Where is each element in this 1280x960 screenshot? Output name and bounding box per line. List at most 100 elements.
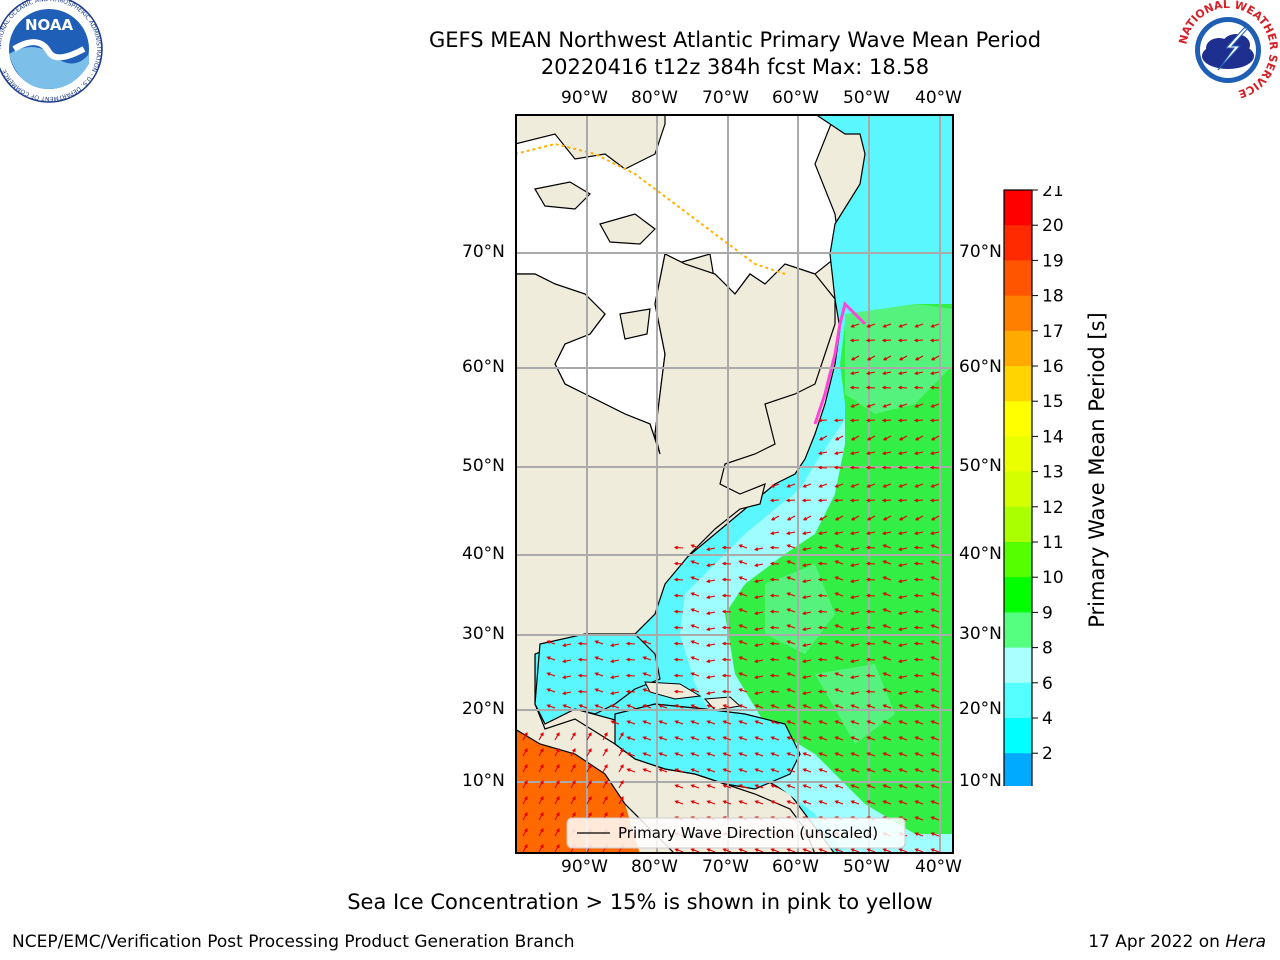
wave-arrow bbox=[817, 545, 828, 550]
wave-arrow bbox=[610, 675, 620, 680]
wave-arrow bbox=[834, 736, 844, 741]
wave-arrow bbox=[673, 561, 684, 566]
wave-arrow bbox=[786, 592, 796, 597]
wave-arrow bbox=[602, 780, 608, 789]
wave-arrow bbox=[722, 752, 732, 757]
wave-arrow bbox=[674, 720, 684, 725]
wave-arrow bbox=[769, 593, 780, 598]
lon-label-bottom: 40°W bbox=[915, 857, 962, 877]
wave-arrow bbox=[546, 704, 556, 709]
wave-arrow bbox=[769, 689, 780, 694]
wave-arrow bbox=[802, 531, 812, 536]
wave-arrow bbox=[930, 640, 940, 645]
wave-arrow bbox=[706, 659, 716, 664]
wave-arrow bbox=[930, 736, 940, 741]
wave-arrow bbox=[850, 579, 860, 584]
wave-arrow bbox=[930, 768, 940, 773]
wave-arrow bbox=[834, 704, 844, 709]
wave-arrow bbox=[929, 385, 940, 390]
wave-arrow bbox=[690, 736, 700, 741]
lat-label-right: 20°N bbox=[959, 699, 1002, 719]
lat-label-right: 40°N bbox=[959, 544, 1002, 564]
wave-arrow bbox=[602, 796, 608, 805]
colorbar-tick-label: 19 bbox=[1042, 251, 1064, 271]
wave-arrow bbox=[898, 435, 908, 441]
wave-arrow bbox=[594, 704, 604, 709]
wave-arrow bbox=[754, 848, 764, 853]
lat-label-left: 50°N bbox=[462, 456, 505, 476]
wave-arrow bbox=[834, 608, 844, 613]
wave-arrow bbox=[522, 796, 528, 805]
ocean-light-green-patch bbox=[765, 564, 835, 654]
wave-period-map: Primary Wave Direction (unscaled) bbox=[515, 114, 954, 854]
wave-arrow bbox=[554, 780, 560, 789]
lat-label-right: 10°N bbox=[959, 771, 1002, 791]
wave-arrow bbox=[865, 641, 876, 646]
footer-date: 17 Apr 2022 on Hera bbox=[1088, 932, 1266, 952]
colorbar-cell bbox=[1004, 577, 1032, 613]
sea-ice-edge bbox=[813, 301, 867, 425]
wave-arrow bbox=[914, 832, 924, 837]
wave-arrow bbox=[586, 732, 592, 741]
wave-arrow bbox=[898, 371, 908, 376]
wave-arrow bbox=[897, 418, 908, 423]
wave-arrow bbox=[586, 764, 592, 773]
wave-arrow bbox=[882, 592, 892, 597]
wave-arrow bbox=[913, 593, 924, 598]
arctic-island bbox=[619, 308, 651, 340]
wave-arrow bbox=[642, 688, 652, 693]
wave-arrow bbox=[754, 691, 764, 696]
wave-arrow bbox=[882, 800, 892, 805]
colorbar-cell bbox=[1004, 612, 1032, 649]
wave-arrow bbox=[618, 780, 624, 789]
wave-arrow bbox=[866, 784, 876, 789]
wave-arrow bbox=[721, 593, 732, 598]
wave-arrow bbox=[898, 659, 908, 664]
wave-arrow bbox=[706, 800, 716, 805]
lon-label-top: 40°W bbox=[915, 88, 962, 108]
colorbar-cell bbox=[1004, 471, 1032, 508]
wave-arrow bbox=[738, 608, 748, 613]
wave-arrow bbox=[929, 465, 940, 470]
wave-arrow bbox=[882, 515, 892, 521]
wave-arrow bbox=[930, 752, 940, 757]
wave-arrow bbox=[817, 465, 828, 470]
colorbar-tick-label: 4 bbox=[1042, 709, 1053, 729]
lon-label-bottom: 90°W bbox=[561, 857, 608, 877]
wave-arrow bbox=[898, 595, 908, 600]
wave-arrow bbox=[930, 592, 940, 597]
sea-ice-note: Sea Ice Concentration > 15% is shown in … bbox=[347, 890, 933, 914]
colorbar-tick-label: 18 bbox=[1042, 287, 1064, 307]
wave-arrow bbox=[802, 611, 812, 616]
wave-arrow bbox=[802, 659, 812, 664]
wave-arrow bbox=[929, 498, 940, 503]
colorbar-cell bbox=[1004, 542, 1032, 578]
wave-arrow bbox=[866, 848, 876, 853]
wave-arrow bbox=[881, 418, 892, 423]
wave-arrow bbox=[818, 752, 828, 757]
wave-arrow bbox=[690, 784, 700, 789]
wave-arrow bbox=[721, 625, 732, 630]
wave-arrow bbox=[850, 848, 860, 853]
wave-arrow bbox=[850, 643, 860, 648]
wave-arrow bbox=[914, 371, 924, 376]
wave-arrow bbox=[594, 672, 604, 677]
wave-arrow bbox=[786, 736, 796, 741]
wave-arrow bbox=[706, 627, 716, 632]
wave-arrow bbox=[802, 848, 812, 853]
wave-arrow bbox=[930, 435, 940, 441]
wave-arrow bbox=[554, 812, 560, 821]
wave-arrow bbox=[834, 624, 844, 629]
wave-arrow bbox=[849, 498, 860, 503]
colorbar-label: Primary Wave Mean Period [s] bbox=[1085, 312, 1109, 628]
arctic-island bbox=[534, 181, 591, 210]
wave-arrow bbox=[554, 844, 560, 853]
colorbar-cell bbox=[1004, 366, 1032, 402]
wave-arrow bbox=[618, 796, 624, 805]
wave-arrow bbox=[786, 784, 796, 789]
wave-arrow bbox=[882, 608, 892, 613]
wave-arrow bbox=[866, 531, 876, 536]
wave-arrow bbox=[738, 736, 748, 741]
wave-arrow bbox=[850, 435, 860, 441]
wave-arrow bbox=[562, 675, 572, 680]
